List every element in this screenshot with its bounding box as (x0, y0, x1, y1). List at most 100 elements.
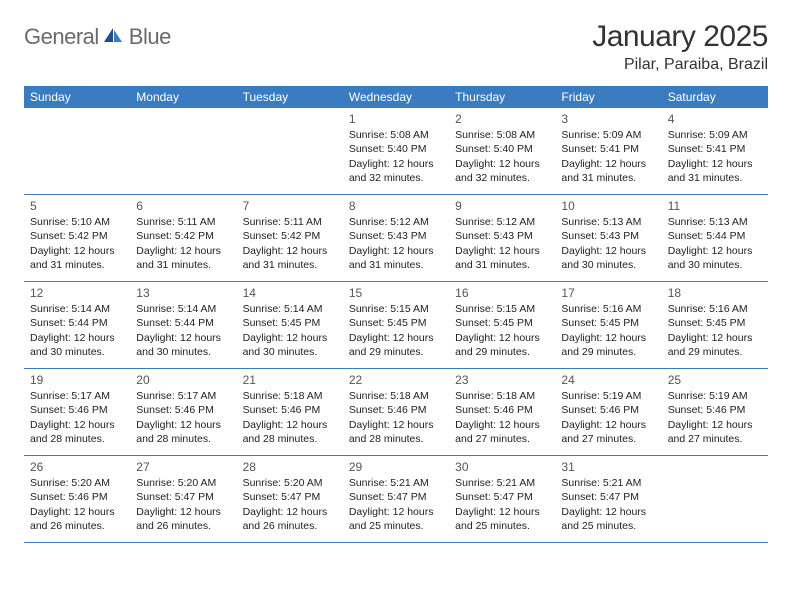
day-number: 9 (455, 198, 549, 214)
daylight-text: Daylight: 12 hours and 29 minutes. (349, 331, 443, 359)
sunrise-text: Sunrise: 5:20 AM (30, 476, 124, 490)
sunrise-text: Sunrise: 5:09 AM (668, 128, 762, 142)
day-cell: 14Sunrise: 5:14 AMSunset: 5:45 PMDayligh… (237, 282, 343, 368)
sunset-text: Sunset: 5:42 PM (30, 229, 124, 243)
week-row: 5Sunrise: 5:10 AMSunset: 5:42 PMDaylight… (24, 195, 768, 282)
day-number: 21 (243, 372, 337, 388)
week-row: 12Sunrise: 5:14 AMSunset: 5:44 PMDayligh… (24, 282, 768, 369)
day-cell: 5Sunrise: 5:10 AMSunset: 5:42 PMDaylight… (24, 195, 130, 281)
sunrise-text: Sunrise: 5:14 AM (136, 302, 230, 316)
sunset-text: Sunset: 5:46 PM (349, 403, 443, 417)
day-number: 6 (136, 198, 230, 214)
sunrise-text: Sunrise: 5:11 AM (136, 215, 230, 229)
day-number: 8 (349, 198, 443, 214)
day-cell: 16Sunrise: 5:15 AMSunset: 5:45 PMDayligh… (449, 282, 555, 368)
sunset-text: Sunset: 5:43 PM (349, 229, 443, 243)
day-cell: 8Sunrise: 5:12 AMSunset: 5:43 PMDaylight… (343, 195, 449, 281)
day-number: 3 (561, 111, 655, 127)
week-row: 1Sunrise: 5:08 AMSunset: 5:40 PMDaylight… (24, 108, 768, 195)
day-cell: 23Sunrise: 5:18 AMSunset: 5:46 PMDayligh… (449, 369, 555, 455)
sunrise-text: Sunrise: 5:08 AM (455, 128, 549, 142)
sunrise-text: Sunrise: 5:13 AM (561, 215, 655, 229)
sunset-text: Sunset: 5:46 PM (30, 403, 124, 417)
day-number: 1 (349, 111, 443, 127)
day-number: 10 (561, 198, 655, 214)
sunset-text: Sunset: 5:43 PM (455, 229, 549, 243)
daylight-text: Daylight: 12 hours and 32 minutes. (455, 157, 549, 185)
empty-cell (662, 456, 768, 542)
weeks-container: 1Sunrise: 5:08 AMSunset: 5:40 PMDaylight… (24, 108, 768, 543)
sunset-text: Sunset: 5:46 PM (136, 403, 230, 417)
sunset-text: Sunset: 5:46 PM (561, 403, 655, 417)
day-cell: 2Sunrise: 5:08 AMSunset: 5:40 PMDaylight… (449, 108, 555, 194)
day-cell: 12Sunrise: 5:14 AMSunset: 5:44 PMDayligh… (24, 282, 130, 368)
daylight-text: Daylight: 12 hours and 26 minutes. (30, 505, 124, 533)
sunrise-text: Sunrise: 5:18 AM (455, 389, 549, 403)
sail-icon (102, 26, 124, 49)
sunrise-text: Sunrise: 5:21 AM (561, 476, 655, 490)
sunrise-text: Sunrise: 5:15 AM (455, 302, 549, 316)
day-cell: 11Sunrise: 5:13 AMSunset: 5:44 PMDayligh… (662, 195, 768, 281)
week-row: 19Sunrise: 5:17 AMSunset: 5:46 PMDayligh… (24, 369, 768, 456)
sunset-text: Sunset: 5:46 PM (455, 403, 549, 417)
sunset-text: Sunset: 5:45 PM (349, 316, 443, 330)
day-number: 11 (668, 198, 762, 214)
daylight-text: Daylight: 12 hours and 28 minutes. (243, 418, 337, 446)
day-number: 4 (668, 111, 762, 127)
logo-word2: Blue (129, 24, 171, 50)
daylight-text: Daylight: 12 hours and 31 minutes. (136, 244, 230, 272)
day-number: 18 (668, 285, 762, 301)
weekday-header: Tuesday (237, 86, 343, 108)
day-cell: 29Sunrise: 5:21 AMSunset: 5:47 PMDayligh… (343, 456, 449, 542)
daylight-text: Daylight: 12 hours and 30 minutes. (136, 331, 230, 359)
day-number: 5 (30, 198, 124, 214)
day-number: 22 (349, 372, 443, 388)
header: General Blue January 2025 Pilar, Paraiba… (24, 20, 768, 74)
daylight-text: Daylight: 12 hours and 26 minutes. (243, 505, 337, 533)
sunset-text: Sunset: 5:44 PM (136, 316, 230, 330)
sunset-text: Sunset: 5:47 PM (561, 490, 655, 504)
weekday-header: Saturday (662, 86, 768, 108)
day-cell: 6Sunrise: 5:11 AMSunset: 5:42 PMDaylight… (130, 195, 236, 281)
sunset-text: Sunset: 5:47 PM (349, 490, 443, 504)
daylight-text: Daylight: 12 hours and 29 minutes. (455, 331, 549, 359)
sunrise-text: Sunrise: 5:17 AM (136, 389, 230, 403)
daylight-text: Daylight: 12 hours and 27 minutes. (668, 418, 762, 446)
day-cell: 20Sunrise: 5:17 AMSunset: 5:46 PMDayligh… (130, 369, 236, 455)
calendar: SundayMondayTuesdayWednesdayThursdayFrid… (24, 86, 768, 543)
daylight-text: Daylight: 12 hours and 29 minutes. (561, 331, 655, 359)
sunrise-text: Sunrise: 5:18 AM (349, 389, 443, 403)
day-cell: 27Sunrise: 5:20 AMSunset: 5:47 PMDayligh… (130, 456, 236, 542)
title-block: January 2025 Pilar, Paraiba, Brazil (592, 20, 768, 74)
sunset-text: Sunset: 5:42 PM (136, 229, 230, 243)
day-number: 28 (243, 459, 337, 475)
day-number: 24 (561, 372, 655, 388)
sunrise-text: Sunrise: 5:20 AM (243, 476, 337, 490)
daylight-text: Daylight: 12 hours and 29 minutes. (668, 331, 762, 359)
day-cell: 28Sunrise: 5:20 AMSunset: 5:47 PMDayligh… (237, 456, 343, 542)
daylight-text: Daylight: 12 hours and 32 minutes. (349, 157, 443, 185)
daylight-text: Daylight: 12 hours and 27 minutes. (561, 418, 655, 446)
day-cell: 22Sunrise: 5:18 AMSunset: 5:46 PMDayligh… (343, 369, 449, 455)
sunset-text: Sunset: 5:46 PM (30, 490, 124, 504)
sunrise-text: Sunrise: 5:15 AM (349, 302, 443, 316)
day-cell: 24Sunrise: 5:19 AMSunset: 5:46 PMDayligh… (555, 369, 661, 455)
sunset-text: Sunset: 5:47 PM (243, 490, 337, 504)
day-cell: 7Sunrise: 5:11 AMSunset: 5:42 PMDaylight… (237, 195, 343, 281)
sunrise-text: Sunrise: 5:20 AM (136, 476, 230, 490)
daylight-text: Daylight: 12 hours and 28 minutes. (349, 418, 443, 446)
day-number: 25 (668, 372, 762, 388)
day-number: 7 (243, 198, 337, 214)
sunrise-text: Sunrise: 5:11 AM (243, 215, 337, 229)
day-cell: 3Sunrise: 5:09 AMSunset: 5:41 PMDaylight… (555, 108, 661, 194)
day-number: 29 (349, 459, 443, 475)
sunrise-text: Sunrise: 5:13 AM (668, 215, 762, 229)
sunset-text: Sunset: 5:46 PM (243, 403, 337, 417)
sunset-text: Sunset: 5:42 PM (243, 229, 337, 243)
day-number: 27 (136, 459, 230, 475)
sunset-text: Sunset: 5:41 PM (561, 142, 655, 156)
day-number: 23 (455, 372, 549, 388)
sunrise-text: Sunrise: 5:19 AM (668, 389, 762, 403)
day-cell: 31Sunrise: 5:21 AMSunset: 5:47 PMDayligh… (555, 456, 661, 542)
sunrise-text: Sunrise: 5:09 AM (561, 128, 655, 142)
